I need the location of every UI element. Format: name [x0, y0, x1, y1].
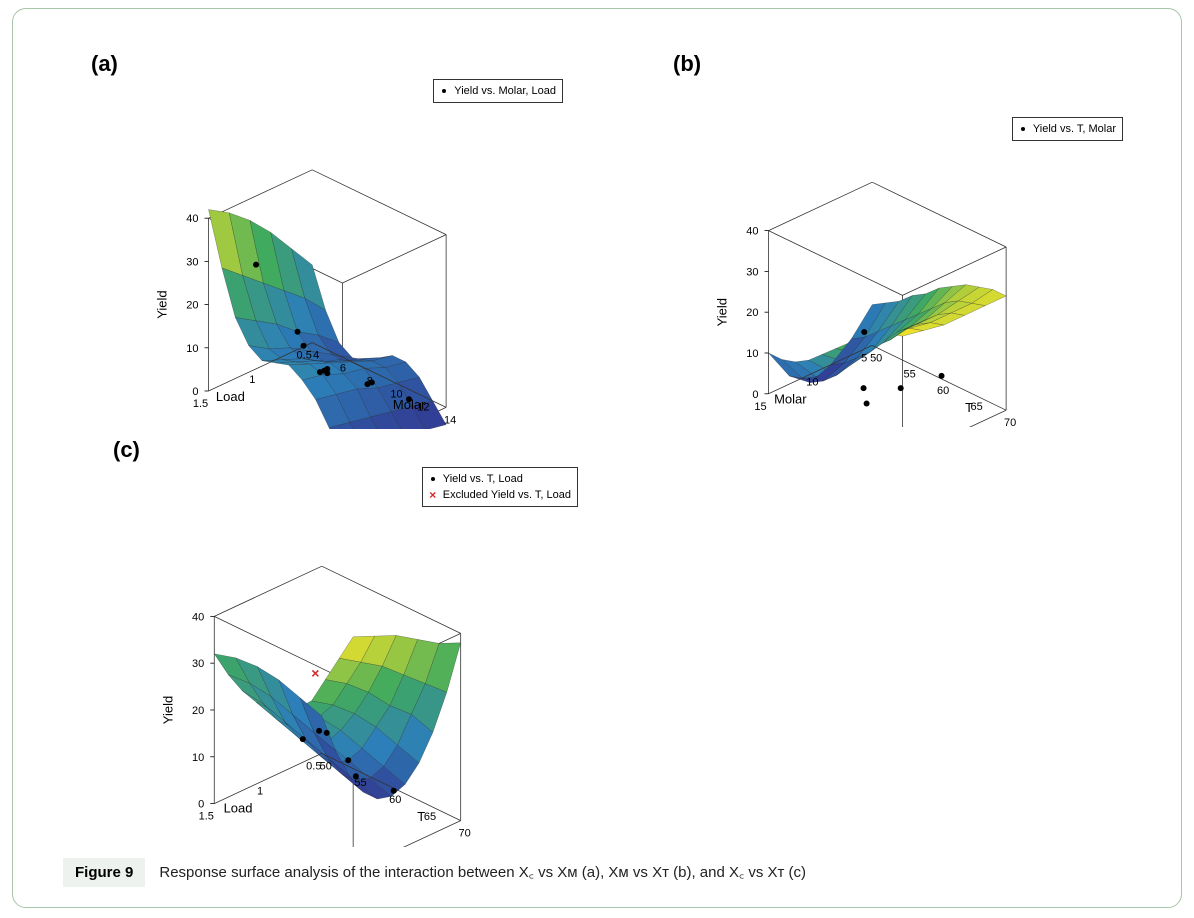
surface-svg-a: 010203040Yield4681012140.511.5MolarLoad: [53, 69, 593, 429]
svg-text:60: 60: [937, 385, 949, 397]
svg-text:20: 20: [746, 307, 758, 319]
svg-text:40: 40: [186, 213, 198, 225]
svg-text:30: 30: [192, 658, 204, 670]
svg-text:70: 70: [459, 828, 471, 840]
svg-text:Yield: Yield: [160, 696, 175, 724]
svg-text:40: 40: [192, 611, 204, 623]
svg-text:30: 30: [746, 266, 758, 278]
svg-text:×: ×: [311, 665, 319, 681]
caption-text: Response surface analysis of the interac…: [159, 862, 806, 882]
svg-text:50: 50: [320, 760, 332, 772]
svg-text:1.5: 1.5: [199, 811, 214, 823]
svg-text:T: T: [965, 400, 973, 415]
svg-text:55: 55: [904, 369, 916, 381]
svg-text:1.5: 1.5: [193, 398, 208, 410]
legend-a: Yield vs. Molar, Load: [433, 79, 563, 103]
legend-b: Yield vs. T, Molar: [1012, 117, 1123, 141]
surface-plot-b: 010203040Yield505560657051015TMolar Yiel…: [613, 87, 1153, 427]
legend-c: Yield vs. T, Load ×Excluded Yield vs. T,…: [422, 467, 578, 507]
svg-text:0.5: 0.5: [297, 350, 312, 362]
legend-b-text: Yield vs. T, Molar: [1033, 121, 1116, 137]
svg-text:4: 4: [313, 350, 319, 362]
svg-text:6: 6: [340, 363, 346, 375]
svg-text:40: 40: [746, 226, 758, 238]
surface-svg-c: 010203040Yield50556065700.511.5TLoad×: [53, 457, 613, 847]
svg-text:20: 20: [186, 300, 198, 312]
svg-text:20: 20: [192, 705, 204, 717]
svg-text:0: 0: [752, 389, 758, 401]
svg-text:10: 10: [192, 752, 204, 764]
svg-text:T: T: [417, 809, 425, 824]
legend-a-text: Yield vs. Molar, Load: [454, 83, 556, 99]
svg-text:60: 60: [389, 794, 401, 806]
svg-text:10: 10: [746, 348, 758, 360]
svg-text:0.5: 0.5: [306, 760, 321, 772]
svg-text:5: 5: [861, 352, 867, 364]
svg-text:10: 10: [806, 377, 818, 389]
svg-text:50: 50: [870, 352, 882, 364]
svg-text:0: 0: [192, 386, 198, 398]
svg-text:1: 1: [249, 374, 255, 386]
svg-text:Load: Load: [216, 389, 245, 404]
legend-c-item-0: Yield vs. T, Load: [443, 471, 523, 487]
svg-text:15: 15: [754, 401, 766, 413]
svg-text:Yield: Yield: [155, 290, 170, 318]
svg-text:1: 1: [257, 785, 263, 797]
caption-tag: Figure 9: [63, 858, 145, 887]
figure-caption: Figure 9 Response surface analysis of th…: [63, 855, 1143, 889]
svg-text:Yield: Yield: [715, 298, 730, 326]
svg-text:65: 65: [424, 811, 436, 823]
svg-text:0: 0: [198, 799, 204, 811]
surface-plot-c: 010203040Yield50556065700.511.5TLoad× Yi…: [53, 457, 613, 847]
svg-text:10: 10: [186, 343, 198, 355]
figure-frame: (a) 010203040Yield4681012140.511.5MolarL…: [12, 8, 1182, 908]
panel-label-b: (b): [673, 51, 701, 77]
svg-text:Molar: Molar: [774, 392, 807, 407]
svg-text:Load: Load: [224, 800, 253, 815]
svg-text:14: 14: [444, 414, 456, 426]
svg-text:30: 30: [186, 256, 198, 268]
legend-c-item-1: Excluded Yield vs. T, Load: [443, 487, 571, 503]
svg-text:70: 70: [1004, 417, 1016, 427]
surface-plot-a: 010203040Yield4681012140.511.5MolarLoad …: [53, 69, 593, 429]
